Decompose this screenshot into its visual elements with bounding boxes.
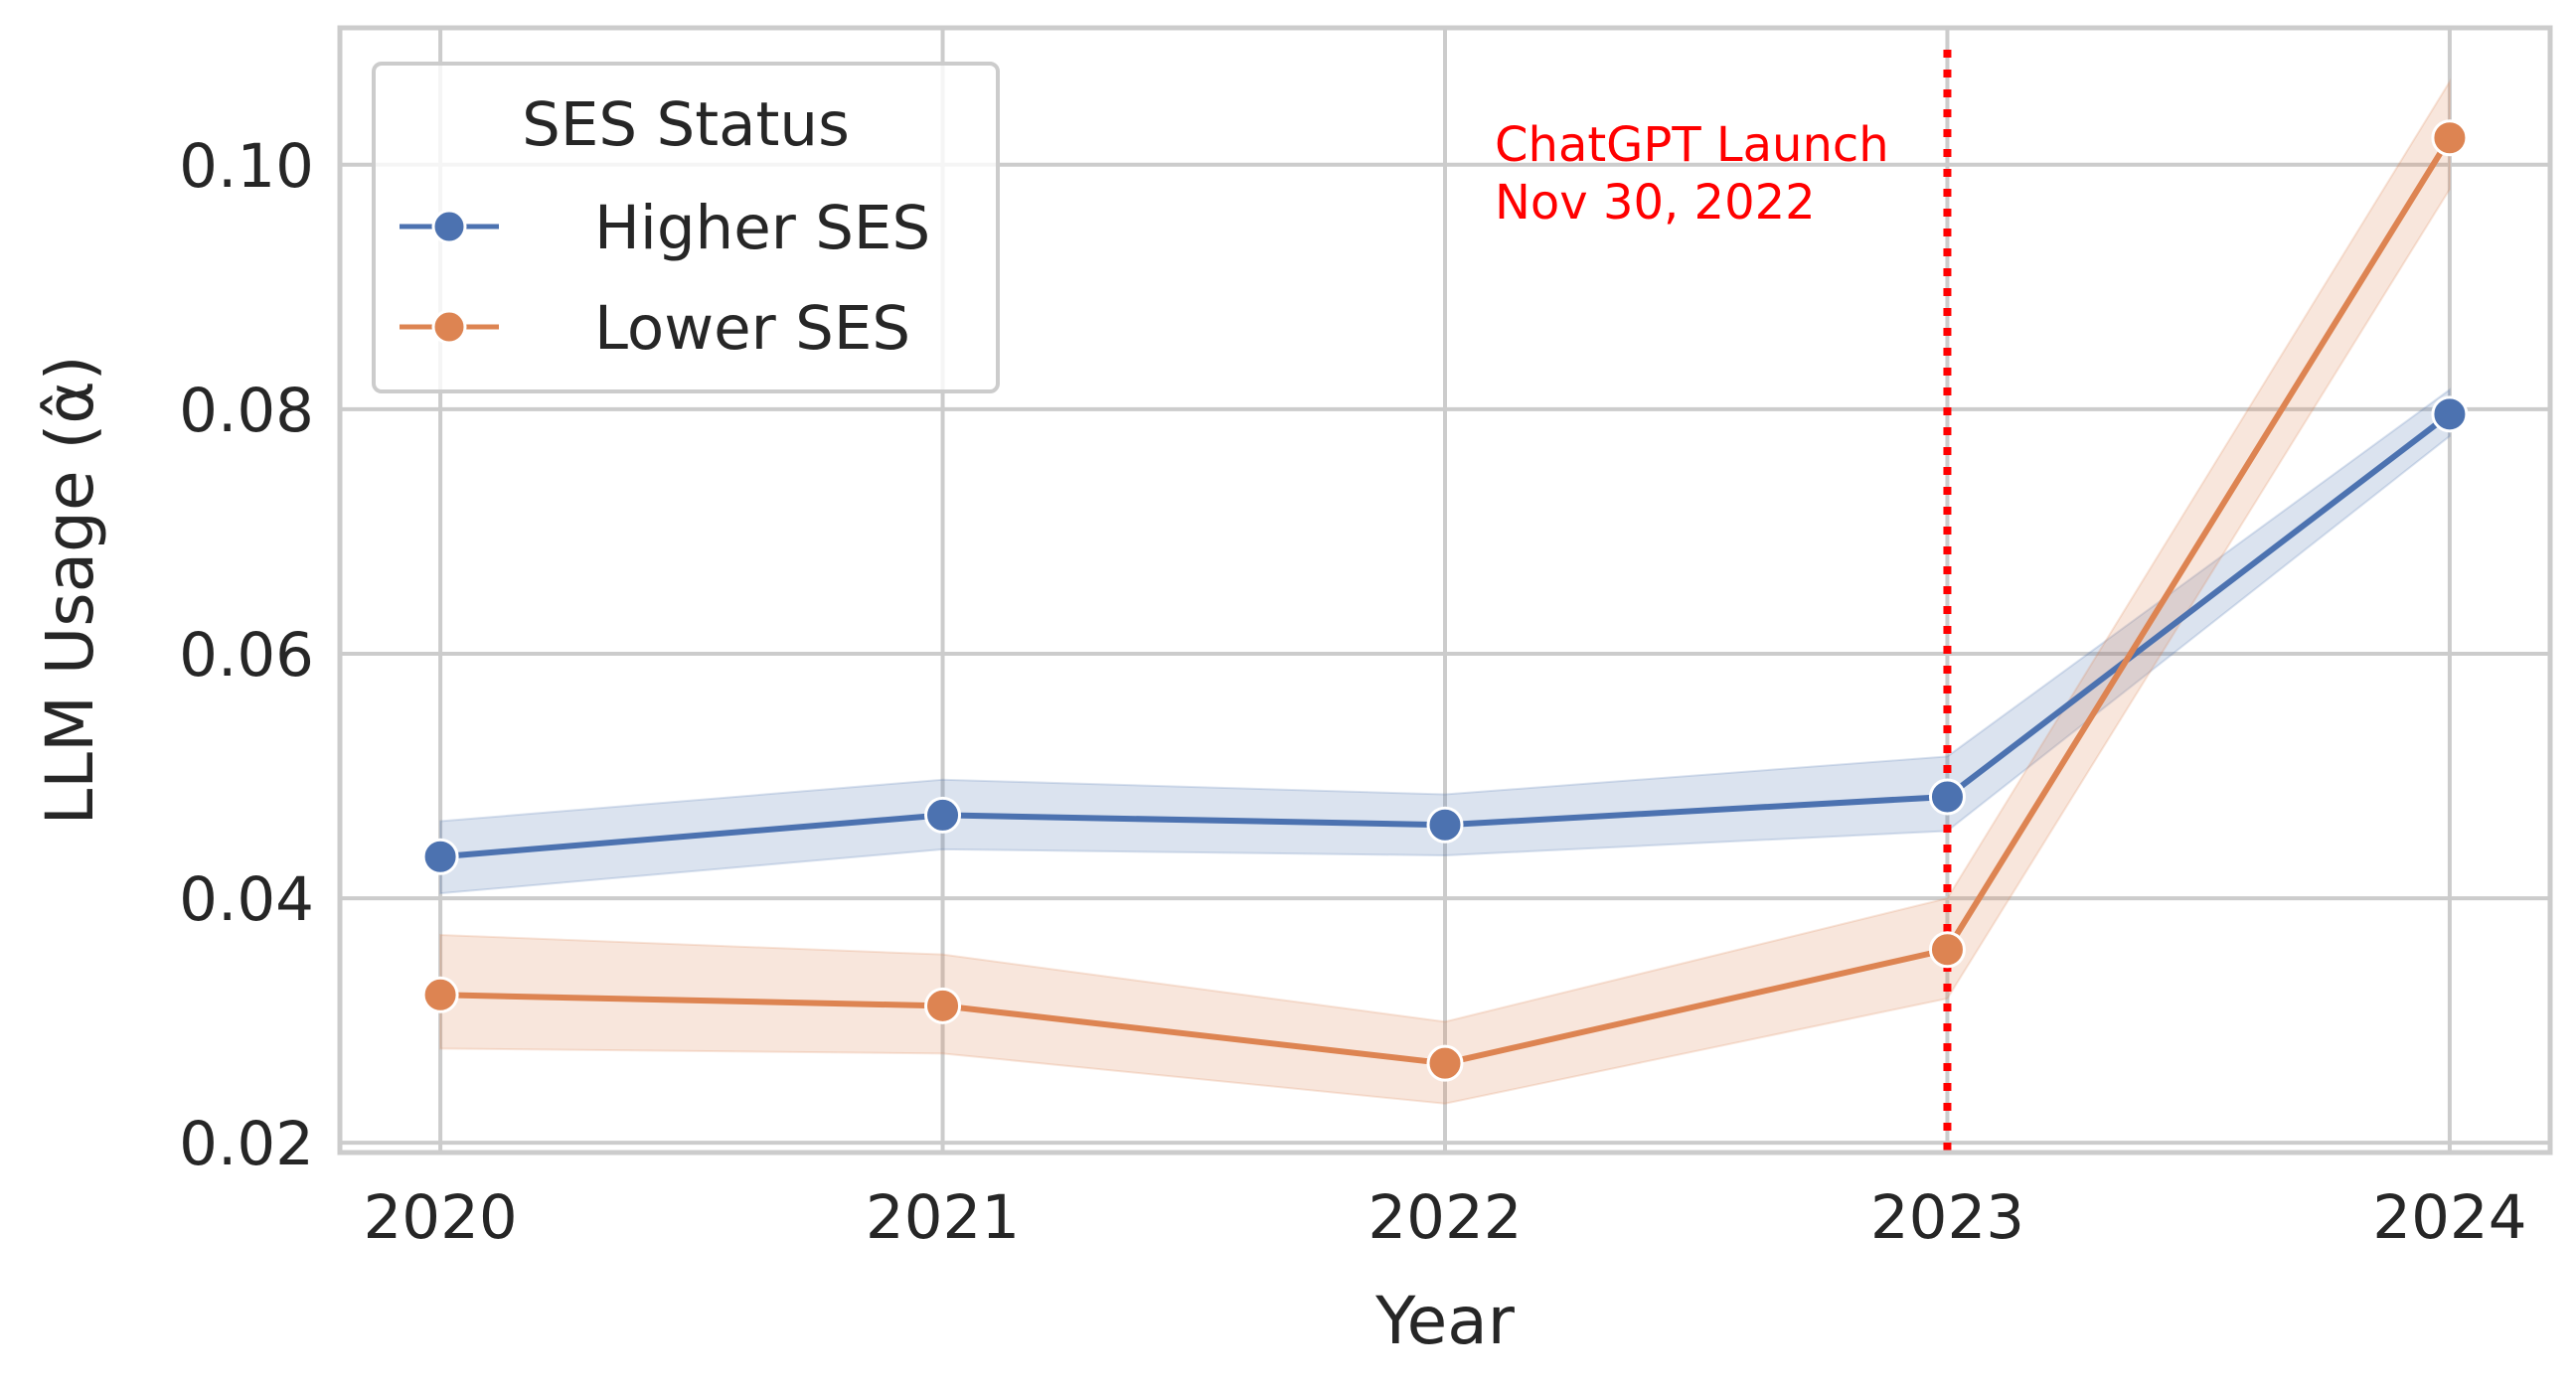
y-tick-label: 0.08 (179, 376, 314, 446)
plot-frame (337, 25, 2553, 1156)
y-tick-label: 0.02 (179, 1109, 314, 1179)
data-point-higher-ses (2431, 395, 2469, 433)
data-point-higher-ses (421, 838, 459, 875)
legend-title: SES Status (522, 89, 850, 160)
legend: SES Status Higher SES Lower SES (372, 62, 1000, 393)
x-tick-label: 2022 (1368, 1182, 1522, 1253)
legend-marker-higher-ses (431, 209, 467, 244)
data-point-higher-ses (1426, 806, 1464, 844)
data-point-lower-ses (421, 976, 459, 1013)
data-point-higher-ses (1928, 778, 1966, 816)
data-point-lower-ses (2431, 119, 2469, 157)
x-axis-title: Year (1374, 1283, 1516, 1359)
grid-lines (340, 28, 2550, 1153)
x-tick-label: 2024 (2372, 1182, 2526, 1253)
data-point-lower-ses (1426, 1044, 1464, 1082)
annotation-line-2: Nov 30, 2022 (1495, 175, 1816, 231)
data-point-lower-ses (924, 987, 962, 1024)
legend-frame (372, 62, 1000, 393)
x-tick-label: 2023 (1870, 1182, 2024, 1253)
legend-marker-lower-ses (431, 309, 467, 345)
y-tick-label: 0.10 (179, 131, 314, 202)
y-tick-label: 0.06 (179, 620, 314, 691)
annotation-line-1: ChatGPT Launch (1495, 117, 1889, 173)
series-markers (421, 119, 2469, 1082)
chatgpt-annotation-label: ChatGPT Launch Nov 30, 2022 (1495, 117, 1889, 231)
x-tick-label: 2020 (363, 1182, 517, 1253)
data-point-lower-ses (1928, 931, 1966, 969)
y-tick-label: 0.04 (179, 864, 314, 935)
x-tick-label: 2021 (866, 1182, 1020, 1253)
data-point-higher-ses (924, 796, 962, 834)
tick-labels: 2020 2021 2022 2023 2024 0.02 0.04 0.06 0.08 0.10 (179, 131, 2526, 1253)
y-axis-title: LLM Usage (α̂) (32, 355, 108, 825)
legend-label-lower-ses: Lower SES (594, 293, 910, 364)
legend-label-higher-ses: Higher SES (594, 193, 930, 263)
